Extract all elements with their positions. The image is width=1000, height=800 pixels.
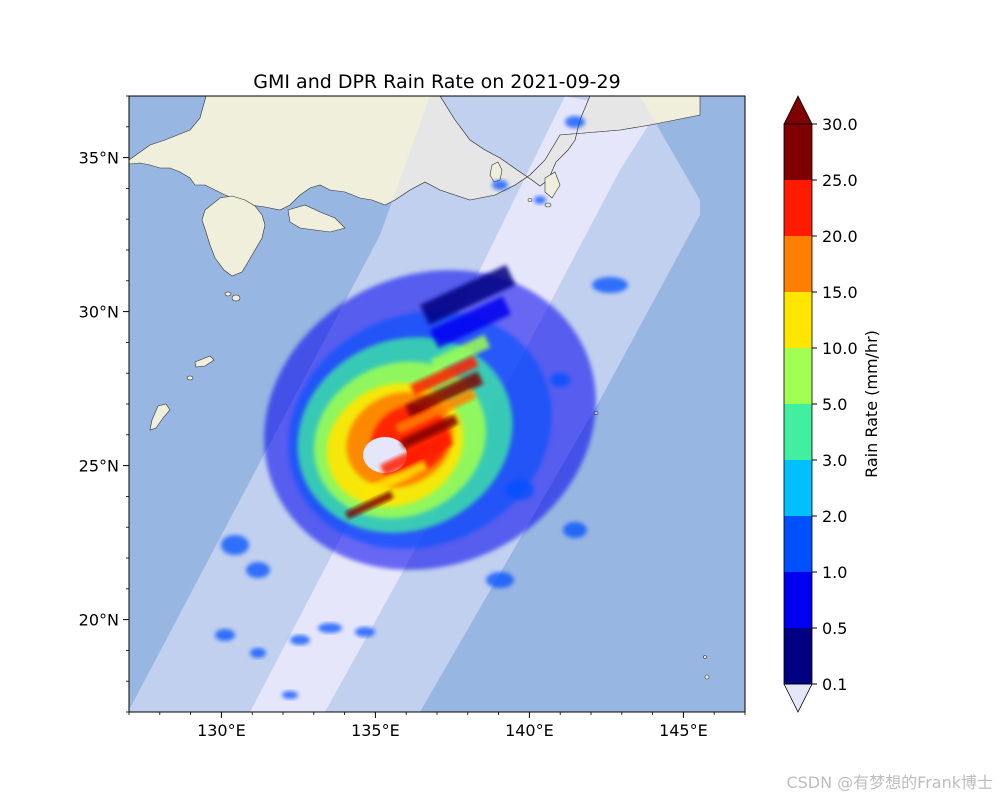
colorbar-tick-label: 5.0: [822, 395, 847, 414]
colorbar-extend-max: [783, 95, 813, 125]
rain-cell-3: [250, 648, 266, 658]
colorbar: 0.1 0.5 1.0 2.0 3.0 5.0 10.0 15.0 20.0 25.0 30.0 R…: [783, 95, 881, 713]
dpr-rain-strip-3: [410, 355, 479, 396]
honshu-land-under-swath: [380, 96, 700, 211]
colorbar-cell-3.0-5.0: [784, 404, 812, 460]
colorbar-cell-10.0-15.0: [784, 292, 812, 348]
hachijo-island: [544, 202, 552, 208]
tokunoshima-island: [186, 375, 194, 381]
boso-peninsula: [544, 171, 561, 199]
dpr-rain-strip-5: [395, 389, 477, 435]
colorbar-cell-0.1-0.5: [784, 628, 812, 684]
tanegashima-island: [231, 294, 241, 302]
colorbar-cell-25.0-30.0: [784, 124, 812, 180]
dpr-rain-strip-4: [404, 371, 484, 418]
dpr-rain-strip-9: [345, 490, 394, 520]
rain-rate-field: [215, 116, 628, 699]
colorbar-tick-label: 30.0: [822, 115, 858, 134]
colorbar-cell-1.0-2.0: [784, 516, 812, 572]
dpr-rain-strip-7: [379, 433, 454, 476]
dpr-rain-strip-0: [420, 264, 516, 325]
colorbar-ticks: 0.1 0.5 1.0 2.0 3.0 5.0 10.0 15.0 20.0 25.0 30.0: [812, 115, 858, 694]
rain-cell-12: [486, 572, 514, 588]
x-tick-label: 130°E: [197, 721, 246, 740]
colorbar-tick-label: 25.0: [822, 171, 858, 190]
y-tick-label: 25°N: [79, 457, 119, 476]
colorbar-cell-0.5-1.0: [784, 572, 812, 628]
dpr-rain-layer: [215, 116, 628, 699]
rain-cell-0: [221, 535, 249, 555]
yakushima-island: [224, 291, 232, 297]
rain-cell-13: [534, 196, 546, 204]
rain-cell-15: [492, 180, 508, 190]
kyushu-land: [201, 195, 266, 277]
marcus-island: [704, 674, 710, 680]
rain-cell-11: [550, 373, 570, 387]
y-tick-label: 35°N: [79, 149, 119, 168]
figure-title: GMI and DPR Rain Rate on 2021-09-29: [253, 71, 620, 93]
x-tick-label: 135°E: [351, 721, 400, 740]
colorbar-tick-label: 20.0: [822, 227, 858, 246]
y-tick-label: 20°N: [79, 611, 119, 630]
rain-cell-8: [506, 480, 534, 500]
colorbar-cell-15.0-20.0: [784, 236, 812, 292]
okinotori-island: [703, 655, 707, 659]
colorbar-tick-label: 0.5: [822, 619, 847, 638]
colorbar-label: Rain Rate (mm/hr): [862, 330, 881, 478]
japan-land: [129, 96, 710, 680]
shikoku-land: [287, 204, 346, 233]
rain-cell-5: [318, 623, 342, 633]
colorbar-cell-2.0-3.0: [784, 460, 812, 516]
okinawa-island: [149, 403, 171, 431]
x-tick-label: 145°E: [659, 721, 708, 740]
y-axis-ticks: 20°N 25°N 30°N 35°N: [79, 95, 129, 713]
rain-cell-2: [215, 629, 235, 641]
colorbar-tick-label: 15.0: [822, 283, 858, 302]
izu-island: [527, 198, 533, 202]
rain-cell-1: [246, 562, 270, 578]
colorbar-cells: [783, 95, 813, 713]
rain-cell-6: [355, 627, 375, 637]
dpr-rain-strip-8: [360, 460, 428, 500]
rain-cell-14: [565, 116, 585, 128]
colorbar-cell-20.0-25.0: [784, 180, 812, 236]
map-axes: 130°E 135°E 140°E 145°E 20°N 25°N 30°N 35°N: [79, 95, 746, 740]
dpr-rain-strip-1: [430, 296, 511, 349]
rain-cell-4: [290, 635, 310, 645]
rain-cell-10: [592, 277, 628, 293]
dpr-rain-strip-6: [400, 414, 459, 450]
colorbar-extend-min: [783, 683, 813, 713]
colorbar-tick-label: 2.0: [822, 507, 847, 526]
x-axis-ticks: 130°E 135°E 140°E 145°E: [128, 712, 746, 740]
colorbar-tick-label: 3.0: [822, 451, 847, 470]
colorbar-tick-label: 0.1: [822, 675, 847, 694]
dpr-rain-strip-2: [430, 334, 491, 373]
y-tick-label: 30°N: [79, 303, 119, 322]
colorbar-cell-5.0-10.0: [784, 348, 812, 404]
colorbar-tick-label: 1.0: [822, 563, 847, 582]
rain-cell-9: [563, 522, 587, 538]
watermark-text: CSDN @有梦想的Frank博士: [786, 773, 993, 792]
colorbar-tick-label: 10.0: [822, 339, 858, 358]
amami-island: [194, 355, 215, 368]
x-tick-label: 140°E: [505, 721, 554, 740]
rain-cell-7: [282, 691, 298, 699]
